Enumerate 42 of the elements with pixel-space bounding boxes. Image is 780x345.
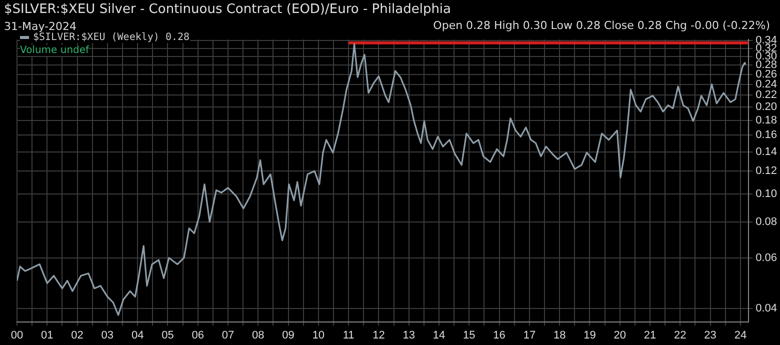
y-tick-label: 0.22 bbox=[756, 89, 778, 102]
y-tick-label: 0.08 bbox=[756, 216, 778, 228]
x-tick-label: 24 bbox=[734, 329, 747, 342]
chart-title: $SILVER:$XEU Silver - Continuous Contract (EOD)/Euro - Philadelphia bbox=[4, 2, 452, 17]
x-tick-label: 14 bbox=[432, 329, 446, 342]
x-tick-label: 06 bbox=[192, 329, 204, 342]
chart-subtitle: 31-May-2024 bbox=[4, 20, 76, 33]
x-tick-label: 22 bbox=[674, 329, 686, 342]
x-tick-label: 17 bbox=[523, 329, 536, 342]
y-tick-label: 0.14 bbox=[756, 146, 778, 158]
x-tick-label: 11 bbox=[342, 329, 354, 342]
x-tick-label: 23 bbox=[704, 329, 716, 342]
x-tick-label: 12 bbox=[372, 329, 385, 342]
y-tick-label: 0.24 bbox=[756, 78, 778, 90]
x-tick-label: 15 bbox=[463, 329, 476, 342]
x-tick-label: 08 bbox=[252, 329, 264, 342]
x-tick-label: 13 bbox=[402, 329, 415, 342]
x-tick-label: 20 bbox=[614, 329, 626, 342]
x-tick-label: 04 bbox=[131, 329, 144, 342]
y-tick-label: 0.16 bbox=[756, 129, 778, 142]
x-tick-label: 01 bbox=[41, 329, 54, 342]
y-tick-label: 0.04 bbox=[756, 302, 778, 315]
x-tick-label: 02 bbox=[71, 329, 84, 342]
x-tick-label: 18 bbox=[553, 329, 566, 342]
x-tick-label: 10 bbox=[312, 329, 325, 342]
y-tick-label: 0.26 bbox=[756, 68, 778, 80]
x-tick-label: 07 bbox=[222, 329, 234, 342]
annotation: Volume undef bbox=[20, 45, 90, 56]
x-tick-label: 09 bbox=[282, 329, 294, 342]
text: Open 0.28 High 0.30 Low 0.28 Close 0.28 Chg -0.00 (-0.22%) bbox=[433, 19, 770, 32]
y-tick-label: 0.10 bbox=[756, 188, 778, 200]
x-tick-label: 00 bbox=[10, 329, 24, 342]
y-tick-label: 0.18 bbox=[756, 114, 778, 126]
x-tick-label: 05 bbox=[162, 329, 174, 342]
x-tick-label: 21 bbox=[644, 329, 656, 342]
y-tick-label: 0.06 bbox=[756, 252, 778, 264]
legend-label: $SILVER:$XEU (Weekly) 0.28 bbox=[33, 32, 190, 43]
y-tick-label: 0.12 bbox=[756, 165, 778, 178]
x-tick-label: 03 bbox=[101, 329, 114, 342]
y-tick-label: 0.20 bbox=[756, 101, 778, 114]
x-tick-label: 16 bbox=[493, 329, 506, 342]
x-tick-label: 19 bbox=[584, 329, 596, 342]
